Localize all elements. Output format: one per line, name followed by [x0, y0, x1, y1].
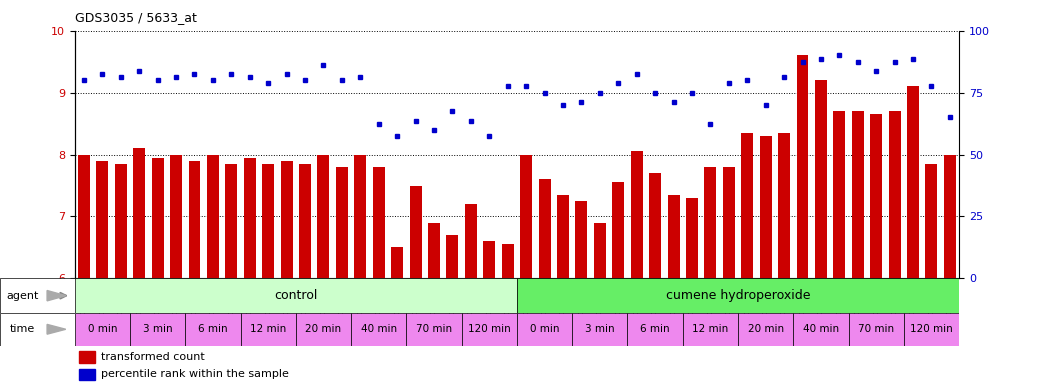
Bar — [815, 80, 827, 278]
Bar — [796, 56, 809, 278]
Bar — [133, 148, 145, 278]
Bar — [520, 154, 532, 278]
Bar — [75, 278, 517, 313]
Bar — [612, 182, 624, 278]
Bar — [484, 241, 495, 278]
Bar — [741, 133, 754, 278]
Text: 6 min: 6 min — [640, 324, 670, 334]
Polygon shape — [47, 290, 65, 301]
Bar — [296, 313, 351, 346]
Text: percentile rank within the sample: percentile rank within the sample — [102, 369, 290, 379]
Text: control: control — [274, 289, 318, 302]
Polygon shape — [47, 324, 65, 334]
Bar — [557, 195, 569, 278]
Bar — [225, 164, 238, 278]
Bar — [263, 164, 274, 278]
Bar — [889, 111, 901, 278]
Text: 12 min: 12 min — [692, 324, 729, 334]
Text: 40 min: 40 min — [802, 324, 839, 334]
Bar — [318, 154, 329, 278]
Bar — [462, 313, 517, 346]
Text: 120 min: 120 min — [910, 324, 953, 334]
Text: 20 min: 20 min — [747, 324, 784, 334]
Bar — [649, 173, 661, 278]
Text: 0 min: 0 min — [87, 324, 117, 334]
Bar — [501, 244, 514, 278]
Bar — [75, 313, 130, 346]
Bar — [778, 133, 790, 278]
Bar — [705, 167, 716, 278]
Bar — [115, 164, 127, 278]
Bar — [539, 179, 550, 278]
Text: 3 min: 3 min — [585, 324, 614, 334]
Text: 70 min: 70 min — [416, 324, 453, 334]
Bar — [373, 167, 385, 278]
Bar — [78, 154, 90, 278]
Bar — [428, 223, 440, 278]
Bar — [849, 313, 904, 346]
Text: 40 min: 40 min — [360, 324, 397, 334]
Bar — [130, 313, 186, 346]
Bar — [575, 201, 588, 278]
Bar — [907, 86, 919, 278]
Text: GDS3035 / 5633_at: GDS3035 / 5633_at — [75, 11, 196, 24]
Bar — [152, 158, 164, 278]
Bar — [904, 313, 959, 346]
Bar — [79, 351, 95, 363]
Bar — [407, 313, 462, 346]
Bar — [722, 167, 735, 278]
Bar — [517, 278, 959, 313]
Text: 6 min: 6 min — [198, 324, 227, 334]
Text: 12 min: 12 min — [250, 324, 286, 334]
Bar — [446, 235, 459, 278]
Bar — [97, 161, 108, 278]
Bar — [391, 247, 403, 278]
Bar — [572, 313, 627, 346]
Bar — [189, 161, 200, 278]
Text: 20 min: 20 min — [305, 324, 342, 334]
Bar — [631, 151, 643, 278]
Text: 70 min: 70 min — [858, 324, 895, 334]
Bar — [336, 167, 348, 278]
Bar — [667, 195, 680, 278]
Bar — [280, 161, 293, 278]
Bar — [517, 313, 572, 346]
Bar — [627, 313, 683, 346]
Text: 120 min: 120 min — [468, 324, 511, 334]
Text: 0 min: 0 min — [529, 324, 559, 334]
Bar — [834, 111, 845, 278]
Bar — [299, 164, 311, 278]
Bar — [241, 313, 296, 346]
Bar — [926, 164, 937, 278]
Bar — [852, 111, 864, 278]
Bar — [793, 313, 849, 346]
Text: cumene hydroperoxide: cumene hydroperoxide — [665, 289, 811, 302]
Bar — [944, 154, 956, 278]
Bar — [410, 185, 421, 278]
Bar — [351, 313, 407, 346]
Bar — [683, 313, 738, 346]
Bar — [760, 136, 771, 278]
Bar — [186, 313, 241, 346]
Text: 3 min: 3 min — [143, 324, 172, 334]
Text: time: time — [9, 324, 35, 334]
Bar — [170, 154, 182, 278]
Bar — [686, 198, 698, 278]
Text: agent: agent — [6, 291, 38, 301]
Bar — [594, 223, 606, 278]
Bar — [465, 204, 476, 278]
Bar — [870, 114, 882, 278]
Bar — [79, 369, 95, 380]
Bar — [354, 154, 366, 278]
Bar — [207, 154, 219, 278]
Bar — [244, 158, 255, 278]
Text: transformed count: transformed count — [102, 352, 206, 362]
Bar — [738, 313, 793, 346]
